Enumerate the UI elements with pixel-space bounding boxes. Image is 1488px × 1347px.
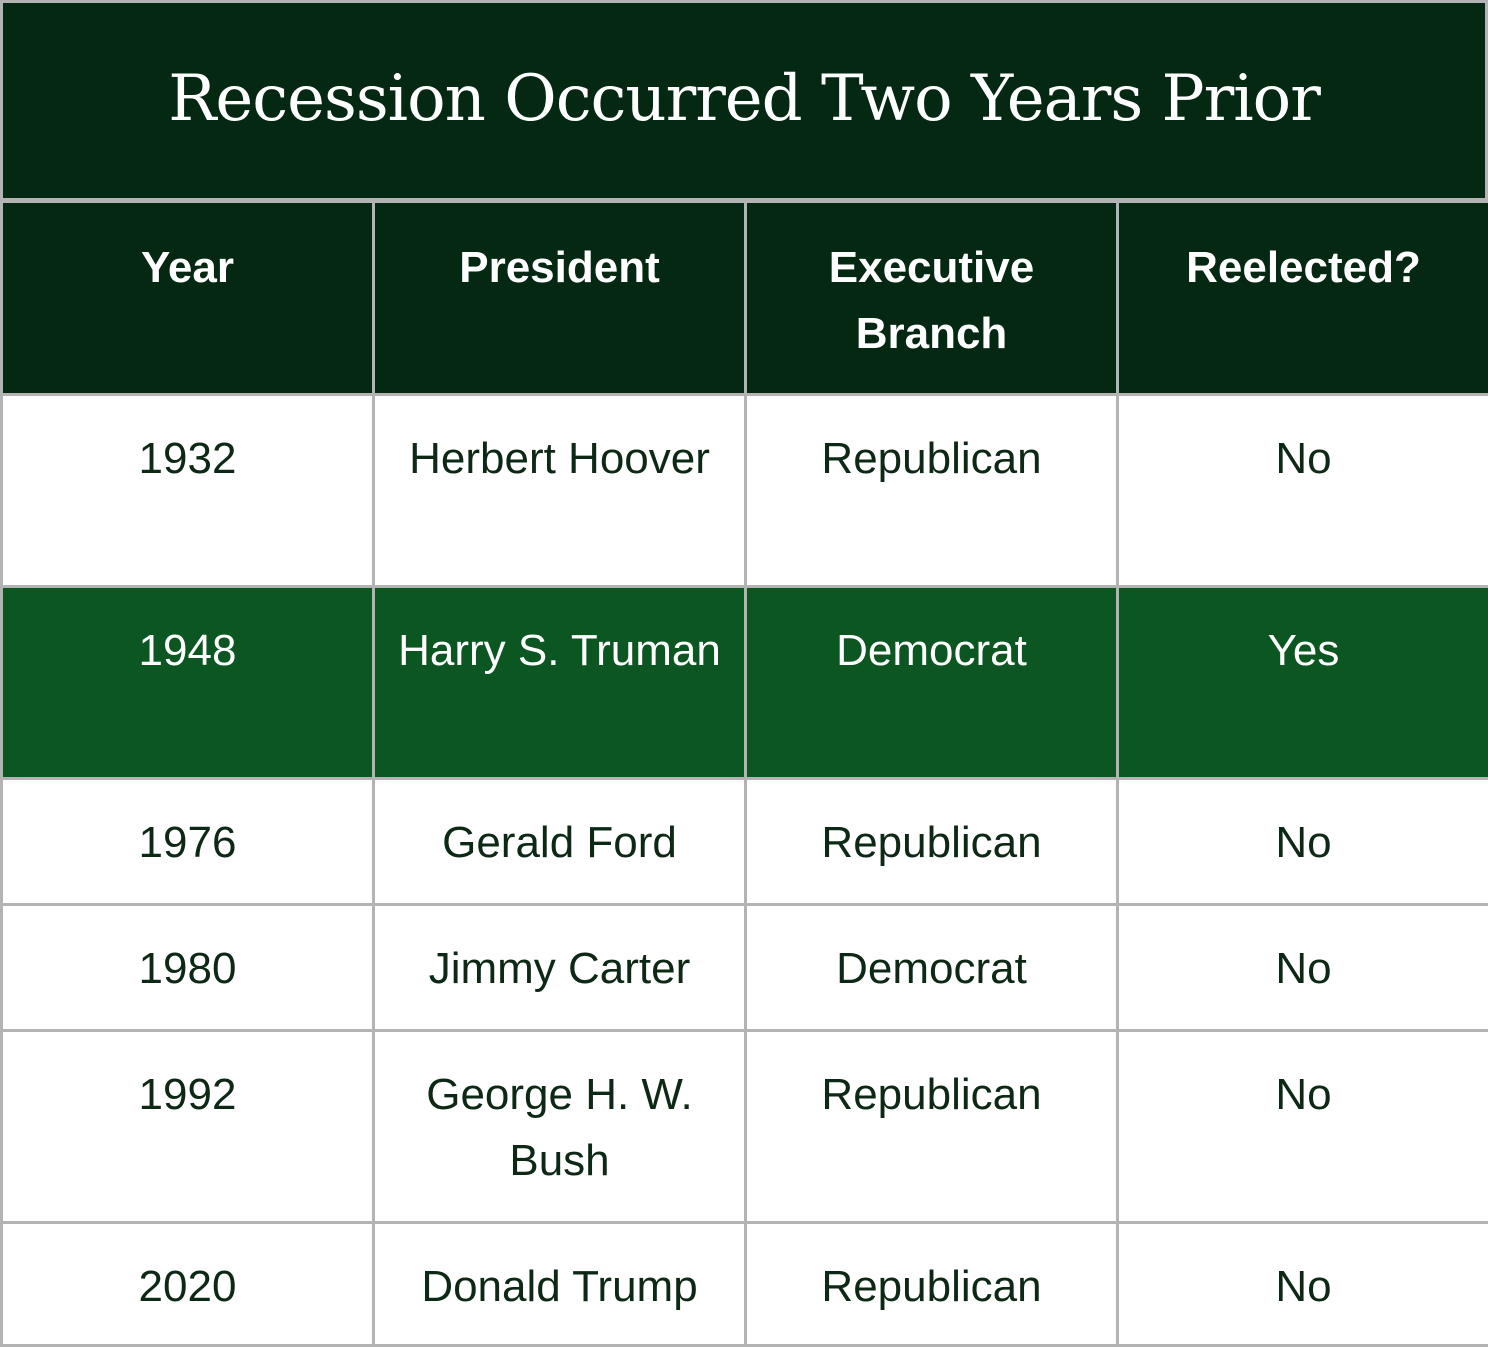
cell-executive-branch: Republican (744, 393, 1119, 588)
cell-executive-branch: Republican (744, 1029, 1119, 1224)
cell-year: 1980 (0, 903, 375, 1032)
cell-year: 1992 (0, 1029, 375, 1224)
header-row: Year President Executive Branch Reelecte… (0, 200, 1488, 396)
cell-reelected: No (1116, 393, 1488, 588)
cell-executive-branch: Democrat (744, 585, 1119, 780)
cell-president: Harry S. Truman (372, 585, 747, 780)
cell-executive-branch: Democrat (744, 903, 1119, 1032)
table-row: 1980 Jimmy Carter Democrat No (0, 903, 1488, 1032)
table-row-highlighted: 1948 Harry S. Truman Democrat Yes (0, 585, 1488, 780)
table-grid: Year President Executive Branch Reelecte… (0, 200, 1488, 1347)
cell-year: 1976 (0, 777, 375, 906)
cell-reelected: No (1116, 777, 1488, 906)
column-header-president: President (372, 200, 747, 396)
table-title-bar: Recession Occurred Two Years Prior (3, 3, 1485, 198)
cell-president: Herbert Hoover (372, 393, 747, 588)
cell-president: Donald Trump (372, 1221, 747, 1347)
cell-executive-branch: Republican (744, 777, 1119, 906)
column-header-reelected: Reelected? (1116, 200, 1488, 396)
cell-reelected: Yes (1116, 585, 1488, 780)
cell-executive-branch: Republican (744, 1221, 1119, 1347)
cell-president: Jimmy Carter (372, 903, 747, 1032)
cell-year: 1932 (0, 393, 375, 588)
column-header-executive-branch: Executive Branch (744, 200, 1119, 396)
table-row: 1932 Herbert Hoover Republican No (0, 393, 1488, 588)
cell-reelected: No (1116, 1221, 1488, 1347)
cell-president: Gerald Ford (372, 777, 747, 906)
cell-reelected: No (1116, 903, 1488, 1032)
cell-year: 1948 (0, 585, 375, 780)
table-row: 2020 Donald Trump Republican No (0, 1221, 1488, 1347)
column-header-year: Year (0, 200, 375, 396)
cell-reelected: No (1116, 1029, 1488, 1224)
cell-year: 2020 (0, 1221, 375, 1347)
table-row: 1976 Gerald Ford Republican No (0, 777, 1488, 906)
table-row: 1992 George H. W. Bush Republican No (0, 1029, 1488, 1224)
cell-president: George H. W. Bush (372, 1029, 747, 1224)
table-title: Recession Occurred Two Years Prior (168, 61, 1321, 136)
